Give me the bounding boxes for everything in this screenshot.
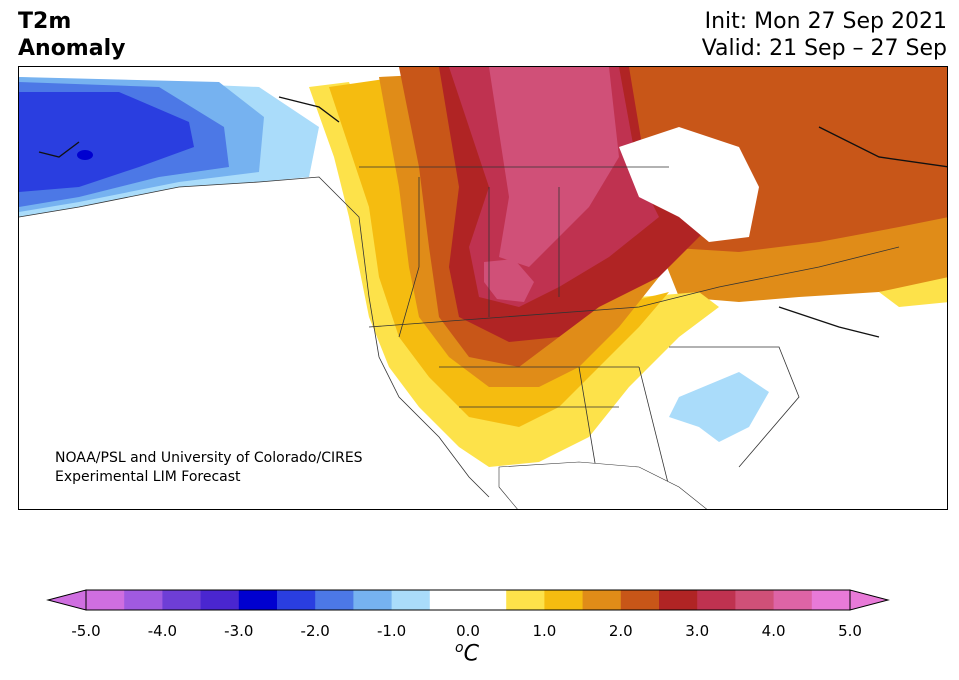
colorbar-tick-label: 3.0 [685, 622, 710, 640]
date-title: Init: Mon 27 Sep 2021 Valid: 21 Sep – 27… [702, 8, 947, 62]
colorbar-cell [582, 590, 622, 610]
anomaly-region-blue [19, 92, 194, 192]
anomaly-region-yellow [309, 82, 719, 467]
colorbar-tick-label: 5.0 [838, 622, 862, 640]
colorbar-tick-label: 1.0 [532, 622, 557, 640]
colorbar-cell [544, 590, 584, 610]
colorbar-cell [429, 590, 469, 610]
map-panel: NOAA/PSL and University of Colorado/CIRE… [18, 66, 948, 510]
colorbar-cell [735, 590, 775, 610]
variable-line2: Anomaly [18, 36, 126, 61]
colorbar-unit: oC [455, 640, 479, 666]
credit-text: NOAA/PSL and University of Colorado/CIRE… [55, 449, 363, 487]
anomaly-region-amber-east [659, 217, 947, 302]
colorbar-extend-high [849, 589, 890, 611]
colorbar-cell [620, 590, 660, 610]
hudson-bay [619, 127, 759, 242]
anomaly-map [19, 67, 947, 509]
colorbar-tick-label: 4.0 [761, 622, 786, 640]
anomaly-region-se-blue [669, 372, 769, 442]
valid-range: Valid: 21 Sep – 27 Sep [701, 36, 947, 61]
colorbar-cell [697, 590, 736, 610]
colorbar-extend-low [46, 589, 87, 611]
colorbar-cell [506, 590, 545, 610]
colorbar-cell [162, 590, 202, 610]
colorbar-cell [468, 590, 507, 610]
variable-line1: T2m [18, 9, 72, 34]
unit-letter: C [463, 641, 479, 667]
colorbar-cell [811, 590, 851, 610]
colorbar-cell [773, 590, 813, 610]
anomaly-region-yellow-east [879, 277, 947, 307]
colorbar-cell [353, 590, 393, 610]
colorbar-cells [86, 590, 851, 610]
colorbar-tick-label: 2.0 [608, 622, 633, 640]
colorbar-cell [277, 590, 316, 610]
colorbar-border [85, 589, 851, 611]
mexico [498, 461, 707, 509]
colorbar-tick-label: 0.0 [456, 622, 480, 640]
init-date: Init: Mon 27 Sep 2021 [704, 9, 947, 34]
colorbar-cell [200, 590, 240, 610]
colorbar-tick-label: -1.0 [376, 622, 407, 640]
coast-outline [38, 96, 947, 338]
colorbar-cell [86, 590, 125, 610]
colorbar-cell [391, 590, 431, 610]
colorbar-cell [124, 590, 163, 610]
colorbar-cell [659, 590, 698, 610]
credit-line1: NOAA/PSL and University of Colorado/CIRE… [55, 450, 363, 466]
colorbar-tick-label: -2.0 [300, 622, 330, 640]
anomaly-region-pink-small [484, 259, 534, 302]
anomaly-core-darkblue [77, 150, 93, 160]
colorbar-cell [238, 590, 278, 610]
variable-title: T2m Anomaly [18, 8, 125, 62]
credit-line2: Experimental LIM Forecast [55, 469, 241, 485]
colorbar-tick-label: -3.0 [224, 622, 254, 640]
colorbar-tick-label: -4.0 [147, 622, 178, 640]
unit-degree: o [455, 640, 464, 656]
colorbar-tick-label: -5.0 [71, 622, 101, 640]
colorbar-cell [315, 590, 354, 610]
